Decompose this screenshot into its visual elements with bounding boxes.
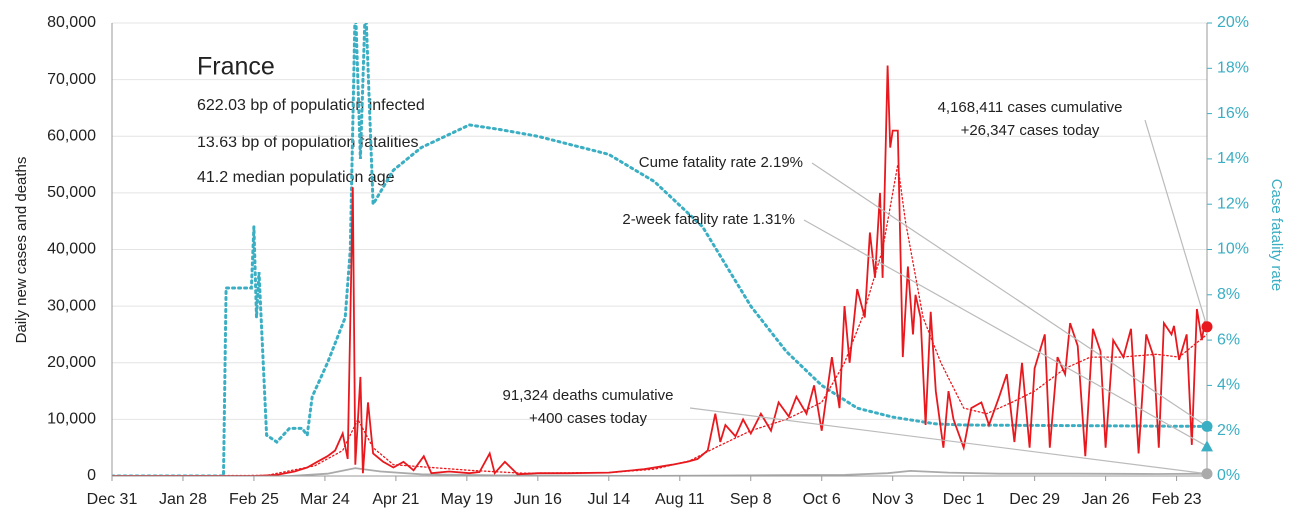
x-tick-label: Aug 11 xyxy=(655,491,705,508)
y2-tick-label: 18% xyxy=(1217,60,1249,77)
annotation: +400 cases today xyxy=(529,410,648,427)
end-marker xyxy=(1201,420,1213,432)
x-tick-label: Jan 26 xyxy=(1082,491,1130,508)
y2-tick-label: 2% xyxy=(1217,422,1240,439)
series-line xyxy=(112,164,1207,476)
leader-line xyxy=(803,219,1208,447)
y-tick-label: 20,000 xyxy=(47,354,96,371)
y-tick-label: 0 xyxy=(87,467,96,484)
x-tick-label: Jun 16 xyxy=(514,491,562,508)
x-tick-label: Oct 6 xyxy=(803,491,841,508)
y-axis-label: Daily new cases and deaths xyxy=(13,157,30,344)
y2-tick-label: 10% xyxy=(1217,241,1249,258)
y2-tick-label: 12% xyxy=(1217,195,1249,212)
annotation: 2-week fatality rate 1.31% xyxy=(622,211,795,228)
chart-title: France xyxy=(197,53,275,81)
leader-line xyxy=(811,162,1208,427)
y-tick-label: 70,000 xyxy=(47,71,96,88)
plot-area xyxy=(112,23,1207,476)
x-tick-label: Dec 31 xyxy=(87,491,138,508)
annotation: 4,168,411 cases cumulative xyxy=(938,99,1123,116)
leader-line xyxy=(1144,119,1208,327)
y-tick-label: 50,000 xyxy=(47,184,96,201)
x-tick-label: Jul 14 xyxy=(587,491,630,508)
info-line: 41.2 median population age xyxy=(197,169,395,186)
y-tick-label: 10,000 xyxy=(47,411,96,428)
y-tick-label: 40,000 xyxy=(47,241,96,258)
y2-tick-label: 4% xyxy=(1217,377,1240,394)
y2-tick-label: 16% xyxy=(1217,105,1249,122)
x-tick-label: May 19 xyxy=(441,491,494,508)
info-line: 622.03 bp of population infected xyxy=(197,97,425,114)
end-marker xyxy=(1201,440,1213,452)
x-tick-label: Dec 29 xyxy=(1009,491,1060,508)
grid xyxy=(112,22,1207,477)
y2-tick-label: 14% xyxy=(1217,150,1249,167)
y2-tick-label: 0% xyxy=(1217,467,1240,484)
x-tick-label: Sep 8 xyxy=(730,491,772,508)
x-tick-label: Feb 25 xyxy=(229,491,279,508)
end-marker xyxy=(1201,468,1213,480)
x-tick-label: Apr 21 xyxy=(372,491,419,508)
y2-tick-label: 8% xyxy=(1217,286,1240,303)
end-marker xyxy=(1201,321,1213,333)
x-tick-label: Dec 1 xyxy=(943,491,985,508)
leader-line xyxy=(689,407,1208,475)
y-tick-label: 30,000 xyxy=(47,297,96,314)
info-line: 13.63 bp of population fatalities xyxy=(197,134,419,151)
x-tick-label: Feb 23 xyxy=(1152,491,1202,508)
y2-tick-label: 6% xyxy=(1217,331,1240,348)
y2-tick-label: 20% xyxy=(1217,14,1249,31)
annotation: 91,324 deaths cumulative xyxy=(503,387,674,404)
annotation: Cume fatality rate 2.19% xyxy=(639,154,803,171)
y-tick-label: 80,000 xyxy=(47,14,96,31)
annotation: +26,347 cases today xyxy=(961,122,1100,139)
series-line xyxy=(112,467,1207,476)
x-tick-label: Mar 24 xyxy=(300,491,350,508)
y2-axis-label: Case fatality rate xyxy=(1268,179,1285,292)
y-tick-label: 60,000 xyxy=(47,127,96,144)
x-tick-label: Nov 3 xyxy=(872,491,914,508)
x-tick-label: Jan 28 xyxy=(159,491,207,508)
series-line xyxy=(112,65,1207,476)
series-line xyxy=(112,23,1207,476)
